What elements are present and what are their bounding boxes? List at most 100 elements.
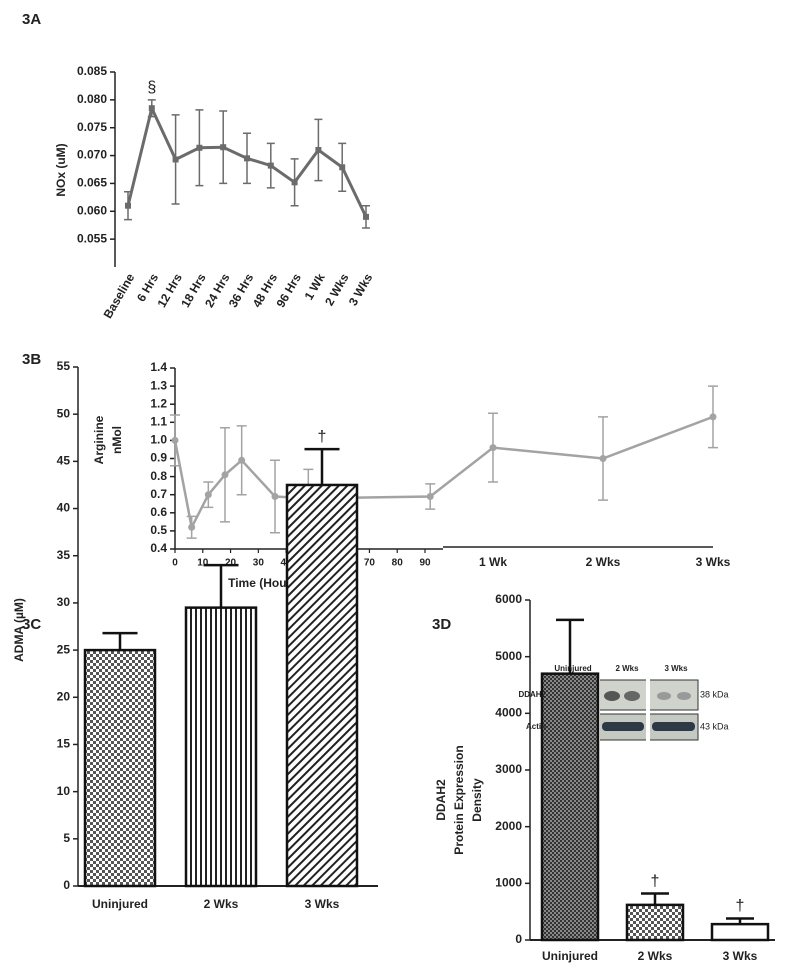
bar bbox=[625, 903, 685, 942]
marker bbox=[709, 413, 717, 421]
bar bbox=[184, 606, 258, 888]
y-tick-label: 1.3 bbox=[150, 378, 167, 392]
x-tick-label: 20 bbox=[225, 558, 237, 569]
blot-row-label: Actin bbox=[526, 722, 546, 731]
blot-lane-label: Uninjured bbox=[554, 664, 591, 673]
y-axis-label: nMol bbox=[110, 426, 124, 454]
y-tick-label: 1.4 bbox=[150, 360, 167, 374]
y-tick-label: 2000 bbox=[495, 819, 522, 833]
blot-lane-label: 3 Wks bbox=[664, 664, 688, 673]
y-tick-label: 25 bbox=[57, 642, 71, 656]
y-tick-label: 0 bbox=[515, 932, 522, 946]
y-tick-label: 0.060 bbox=[77, 203, 107, 217]
y-tick-label: 10 bbox=[57, 784, 71, 798]
marker bbox=[196, 144, 203, 151]
y-tick-label: 0.075 bbox=[77, 120, 107, 134]
x-tick-label: 1 Wk bbox=[479, 555, 507, 569]
y-axis-label: DDAH2 bbox=[434, 779, 448, 821]
y-tick-label: 1000 bbox=[495, 876, 522, 890]
y-axis-label: ADMA (µM) bbox=[12, 598, 26, 662]
marker bbox=[599, 455, 607, 462]
x-tick-label: 3 Wks bbox=[305, 897, 340, 911]
y-axis-label: Density bbox=[470, 778, 484, 822]
y-tick-label: 0.085 bbox=[77, 64, 107, 78]
x-axis-label: Time (Hours) bbox=[228, 576, 302, 590]
y-tick-label: 5000 bbox=[495, 649, 522, 663]
marker bbox=[489, 444, 497, 452]
marker bbox=[363, 213, 369, 220]
y-tick-label: 1.2 bbox=[150, 396, 167, 410]
y-tick-label: 0.9 bbox=[150, 451, 167, 465]
bar bbox=[540, 672, 600, 942]
x-tick-label: 2 Wks bbox=[204, 897, 239, 911]
x-tick-label: 3 Wks bbox=[346, 271, 376, 308]
annotation: † bbox=[651, 873, 660, 890]
x-tick-label: 2 Wks bbox=[586, 555, 621, 569]
y-tick-label: 5 bbox=[63, 831, 70, 845]
marker bbox=[221, 471, 229, 479]
marker bbox=[271, 493, 279, 501]
x-tick-label: 90 bbox=[419, 558, 431, 569]
y-tick-label: 0 bbox=[63, 878, 70, 892]
bar bbox=[83, 648, 157, 888]
panel-label: 3B bbox=[22, 351, 41, 368]
x-tick-label: 96 Hrs bbox=[273, 271, 304, 310]
y-axis-label: Protein Expression bbox=[452, 745, 466, 854]
marker bbox=[171, 436, 179, 444]
y-tick-label: 20 bbox=[57, 689, 71, 703]
marker bbox=[291, 179, 298, 186]
y-tick-label: 0.080 bbox=[77, 92, 107, 106]
y-tick-label: 1.1 bbox=[150, 414, 167, 428]
annotation: § bbox=[147, 79, 156, 96]
y-tick-label: 1.0 bbox=[150, 433, 167, 447]
marker bbox=[267, 162, 274, 169]
panel-label: 3C bbox=[22, 616, 41, 633]
y-tick-label: 40 bbox=[57, 501, 71, 515]
x-tick-label: 3 Wks bbox=[723, 949, 758, 963]
bar bbox=[285, 483, 359, 888]
annotation: † bbox=[318, 428, 327, 445]
y-tick-label: 0.8 bbox=[150, 469, 167, 483]
marker bbox=[220, 144, 227, 151]
marker bbox=[188, 523, 196, 531]
y-tick-label: 50 bbox=[57, 406, 71, 420]
x-tick-label: 70 bbox=[364, 558, 376, 569]
blot-lane-label: 2 Wks bbox=[615, 664, 639, 673]
y-tick-label: 6000 bbox=[495, 592, 522, 606]
marker bbox=[244, 155, 250, 162]
x-tick-label: 3 Wks bbox=[696, 555, 731, 569]
y-axis-label: NOx (uM) bbox=[54, 143, 68, 196]
y-tick-label: 0.055 bbox=[77, 231, 107, 245]
x-tick-label: Baseline bbox=[101, 271, 138, 321]
y-axis-label: Arginine bbox=[92, 415, 106, 464]
line bbox=[173, 415, 714, 532]
y-tick-label: 55 bbox=[57, 359, 71, 373]
x-tick-label: Uninjured bbox=[92, 897, 148, 911]
y-tick-label: 30 bbox=[57, 595, 71, 609]
y-tick-label: 15 bbox=[57, 737, 71, 751]
blot-row-label: DDAH2 bbox=[518, 690, 546, 699]
bar bbox=[710, 922, 770, 942]
y-tick-label: 4000 bbox=[495, 706, 522, 720]
marker bbox=[238, 456, 246, 464]
marker bbox=[148, 105, 155, 112]
blot-size-label: 38 kDa bbox=[700, 689, 729, 699]
y-tick-label: 3000 bbox=[495, 762, 522, 776]
marker bbox=[125, 202, 131, 209]
y-tick-label: 0.4 bbox=[150, 541, 167, 555]
x-tick-label: 10 bbox=[197, 558, 209, 569]
y-tick-label: 0.7 bbox=[150, 487, 167, 501]
x-tick-label: Uninjured bbox=[542, 949, 598, 963]
x-tick-label: 0 bbox=[172, 558, 178, 569]
blot-size-label: 43 kDa bbox=[700, 721, 729, 731]
marker bbox=[426, 493, 434, 501]
y-tick-label: 45 bbox=[57, 454, 71, 468]
marker bbox=[315, 147, 322, 153]
x-tick-label: 2 Wks bbox=[638, 949, 673, 963]
y-tick-label: 35 bbox=[57, 548, 71, 562]
marker bbox=[339, 164, 346, 171]
y-tick-label: 0.070 bbox=[77, 148, 107, 162]
y-tick-label: 0.065 bbox=[77, 176, 107, 190]
